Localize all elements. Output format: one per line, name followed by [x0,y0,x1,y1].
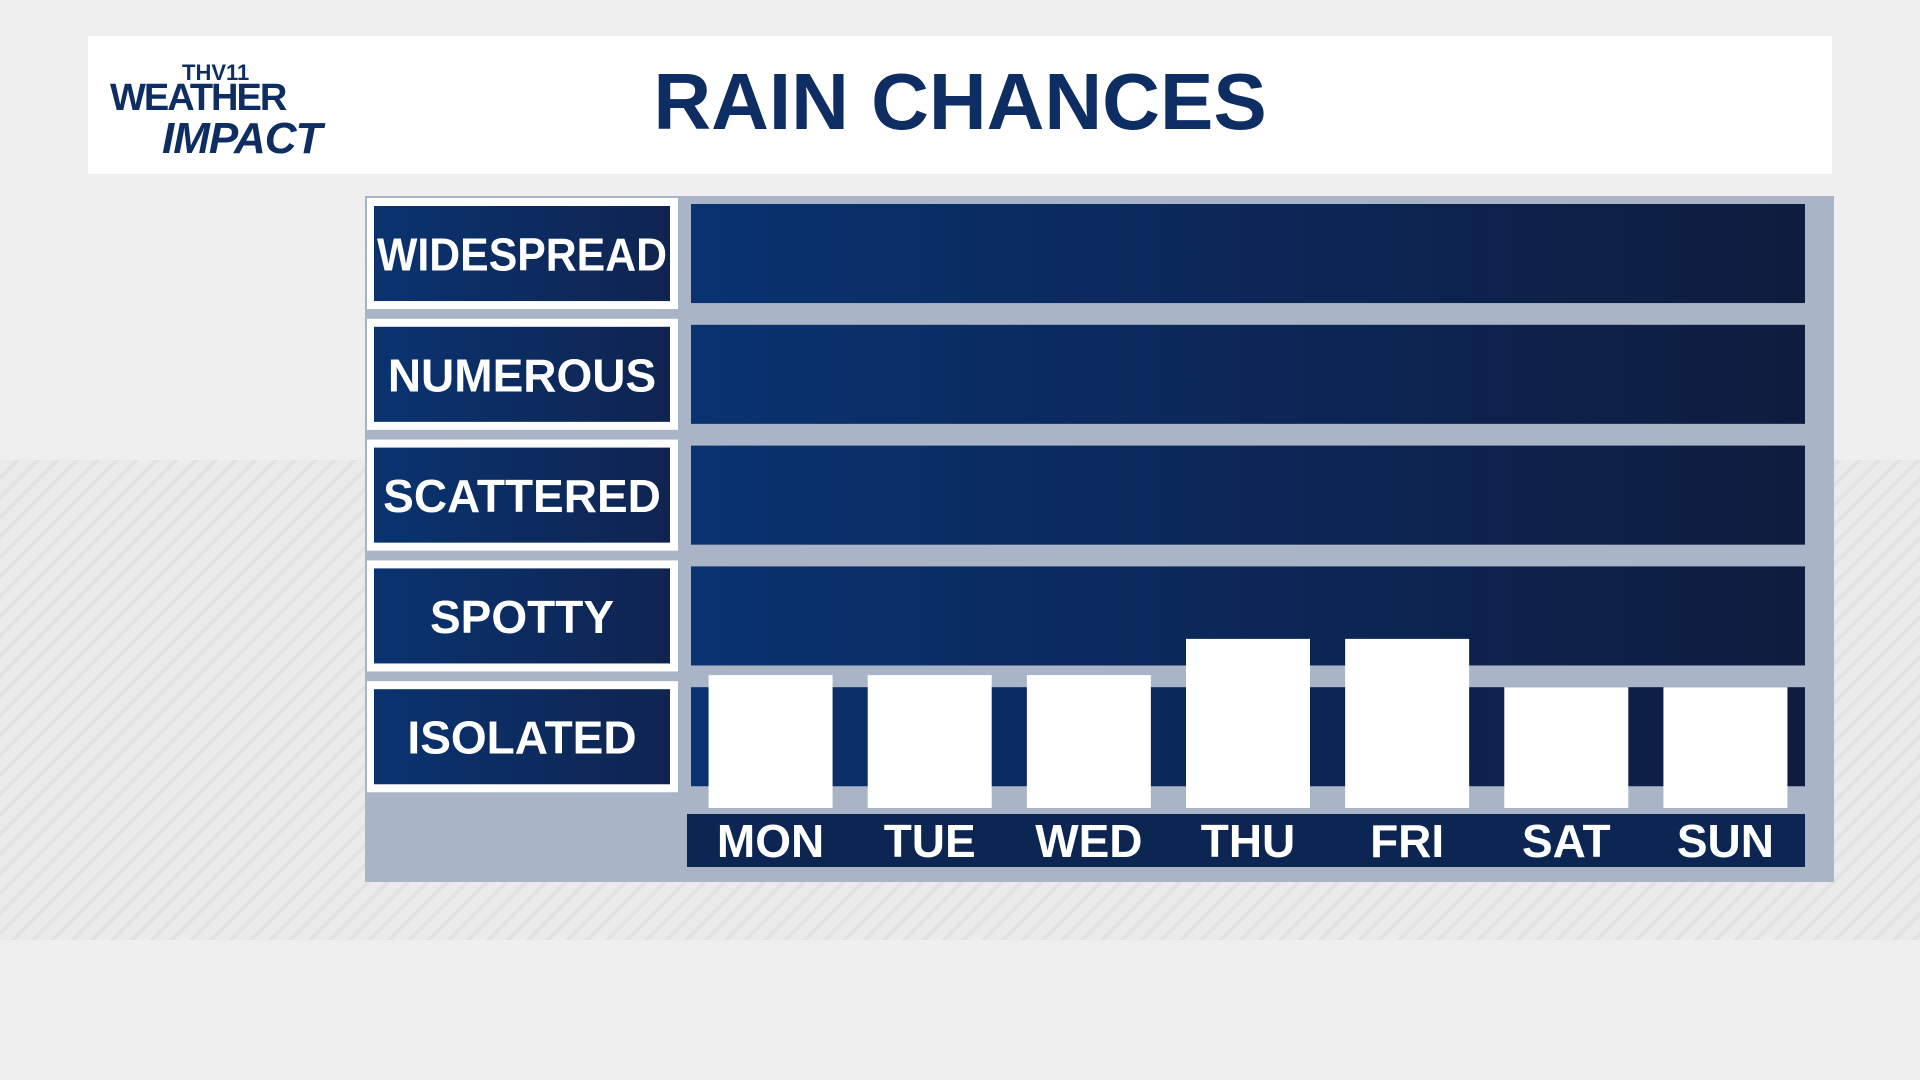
label-box [374,447,670,543]
bar [708,675,833,808]
label-box [374,689,670,785]
y-tick-label: NUMEROUS [388,349,656,401]
bar [1663,687,1788,808]
y-tick-label: WIDESPREAD [377,229,667,281]
x-tick-label: MON [717,815,824,867]
header [88,36,1832,174]
level-row [691,204,1805,304]
level-row [691,445,1805,545]
y-tick-label: ISOLATED [407,712,636,764]
plot: ISOLATED SPOTTY SCATTERED NUMEROUS WIDESPREA… [367,198,1805,867]
x-tick-label: SUN [1677,815,1774,867]
x-tick-label: SAT [1522,815,1611,867]
chart-title: RAIN CHANCES [653,57,1266,146]
y-tick-label: SPOTTY [430,591,614,643]
bar [867,675,992,808]
label-box [374,568,670,664]
label-box [374,206,670,302]
bar [1504,687,1629,808]
bar [1026,675,1151,808]
x-tick-label: THU [1201,815,1296,867]
logo-line1: WEATHER [110,77,287,119]
bar [1186,638,1310,808]
logo-line2: IMPACT [162,114,326,163]
x-axis-strip [687,814,1805,867]
logo-station: THV11 [182,60,249,85]
y-tick-label: SCATTERED [383,470,661,522]
label-box [374,326,670,422]
x-tick-label: WED [1035,815,1142,867]
bar [1345,638,1470,808]
x-tick-label: TUE [884,815,976,867]
level-row [691,324,1805,424]
x-tick-label: FRI [1370,815,1444,867]
